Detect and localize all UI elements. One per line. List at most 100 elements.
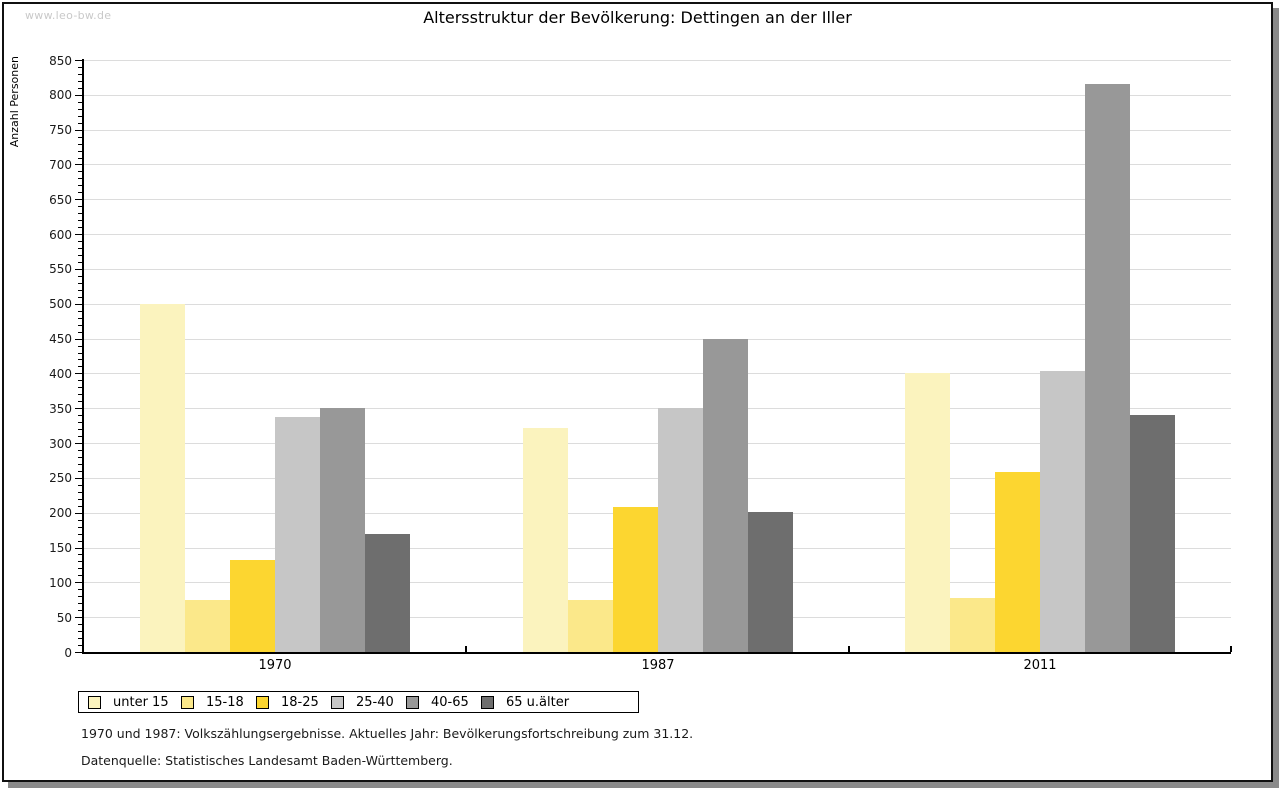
y-tick-label: 800 xyxy=(49,88,72,103)
y-tick-major xyxy=(75,443,82,445)
y-tick-minor xyxy=(78,450,82,452)
y-tick-minor xyxy=(78,554,82,556)
y-tick-minor xyxy=(78,568,82,570)
y-tick-minor xyxy=(78,108,82,110)
legend-swatch xyxy=(256,695,269,709)
y-tick-minor xyxy=(78,178,82,180)
gridline xyxy=(84,373,1231,375)
y-tick-minor xyxy=(78,380,82,382)
gridline xyxy=(84,129,1231,131)
y-tick-major xyxy=(75,268,82,270)
y-tick-major xyxy=(75,199,82,201)
bar-1987-65-u.älter xyxy=(748,512,793,652)
y-tick-major xyxy=(75,477,82,479)
y-tick-label: 750 xyxy=(49,123,72,138)
y-tick-label: 0 xyxy=(64,645,72,660)
y-tick-label: 850 xyxy=(49,53,72,68)
legend-label: unter 15 xyxy=(113,694,169,710)
legend-item: unter 15 xyxy=(88,692,169,712)
y-tick-minor xyxy=(78,436,82,438)
y-tick-minor xyxy=(78,192,82,194)
bar-2011-65-u.älter xyxy=(1130,415,1175,652)
y-tick-minor xyxy=(78,484,82,486)
legend-label: 18-25 xyxy=(281,694,319,710)
gridline xyxy=(84,408,1231,410)
chart-frame: www.leo-bw.de Altersstruktur der Bevölke… xyxy=(2,2,1273,782)
gridline xyxy=(84,234,1231,236)
y-tick-minor xyxy=(78,87,82,89)
legend-item: 65 u.älter xyxy=(481,692,569,712)
legend-swatch xyxy=(481,695,494,709)
y-tick-minor xyxy=(78,317,82,319)
bar-1970-40-65 xyxy=(320,408,365,652)
y-tick-label: 400 xyxy=(49,366,72,381)
x-category-label: 1987 xyxy=(641,658,675,673)
y-tick-minor xyxy=(78,310,82,312)
x-category-label: 1970 xyxy=(258,658,292,673)
legend: unter 15 15-18 18-25 25-40 40-65 65 u.älter xyxy=(78,691,639,713)
y-tick-minor xyxy=(78,366,82,368)
y-axis-line xyxy=(82,59,84,654)
y-tick-minor xyxy=(78,415,82,417)
legend-label: 25-40 xyxy=(356,694,394,710)
legend-item: 15-18 xyxy=(181,692,244,712)
legend-swatch xyxy=(406,695,419,709)
legend-label: 15-18 xyxy=(206,694,244,710)
y-tick-minor xyxy=(78,206,82,208)
x-category-label: 2011 xyxy=(1023,658,1057,673)
y-tick-minor xyxy=(78,261,82,263)
gridline xyxy=(84,303,1231,305)
y-tick-major xyxy=(75,303,82,305)
x-tick xyxy=(1230,646,1232,652)
y-tick-minor xyxy=(78,185,82,187)
y-tick-label: 450 xyxy=(49,332,72,347)
y-tick-minor xyxy=(78,143,82,145)
watermark-url: www.leo-bw.de xyxy=(25,9,112,22)
y-tick-minor xyxy=(78,624,82,626)
legend-swatch xyxy=(88,695,101,709)
x-axis-line xyxy=(82,652,1231,654)
legend-item: 18-25 xyxy=(256,692,319,712)
y-tick-minor xyxy=(78,533,82,535)
y-tick-major xyxy=(75,547,82,549)
y-tick-minor xyxy=(78,422,82,424)
y-tick-minor xyxy=(78,631,82,633)
y-tick-minor xyxy=(78,645,82,647)
y-tick-label: 550 xyxy=(49,262,72,277)
y-tick-minor xyxy=(78,73,82,75)
y-tick-minor xyxy=(78,575,82,577)
y-tick-label: 50 xyxy=(56,610,72,625)
y-tick-minor xyxy=(78,359,82,361)
y-tick-major xyxy=(75,234,82,236)
y-tick-minor xyxy=(78,345,82,347)
bar-1970-unter-15 xyxy=(140,304,185,652)
y-tick-minor xyxy=(78,352,82,354)
bar-2011-15-18 xyxy=(950,598,995,652)
y-tick-minor xyxy=(78,610,82,612)
bar-2011-unter-15 xyxy=(905,373,950,652)
y-tick-minor xyxy=(78,324,82,326)
y-tick-minor xyxy=(78,213,82,215)
gridline xyxy=(84,477,1231,479)
gridline xyxy=(84,443,1231,445)
gridline xyxy=(84,60,1231,61)
y-tick-minor xyxy=(78,289,82,291)
y-tick-major xyxy=(75,652,82,653)
y-tick-minor xyxy=(78,526,82,528)
y-tick-minor xyxy=(78,255,82,256)
bar-1970-25-40 xyxy=(275,417,320,652)
legend-label: 65 u.älter xyxy=(506,694,570,710)
y-tick-minor xyxy=(78,101,82,103)
y-tick-minor xyxy=(78,171,82,173)
bar-1987-18-25 xyxy=(613,507,658,652)
y-tick-major xyxy=(75,617,82,619)
bar-2011-18-25 xyxy=(995,472,1040,652)
y-tick-label: 700 xyxy=(49,157,72,172)
y-tick-minor xyxy=(78,540,82,542)
y-tick-major xyxy=(75,512,82,514)
y-tick-label: 200 xyxy=(49,506,72,521)
y-tick-minor xyxy=(78,387,82,389)
y-tick-minor xyxy=(78,638,82,640)
y-tick-minor xyxy=(78,220,82,222)
